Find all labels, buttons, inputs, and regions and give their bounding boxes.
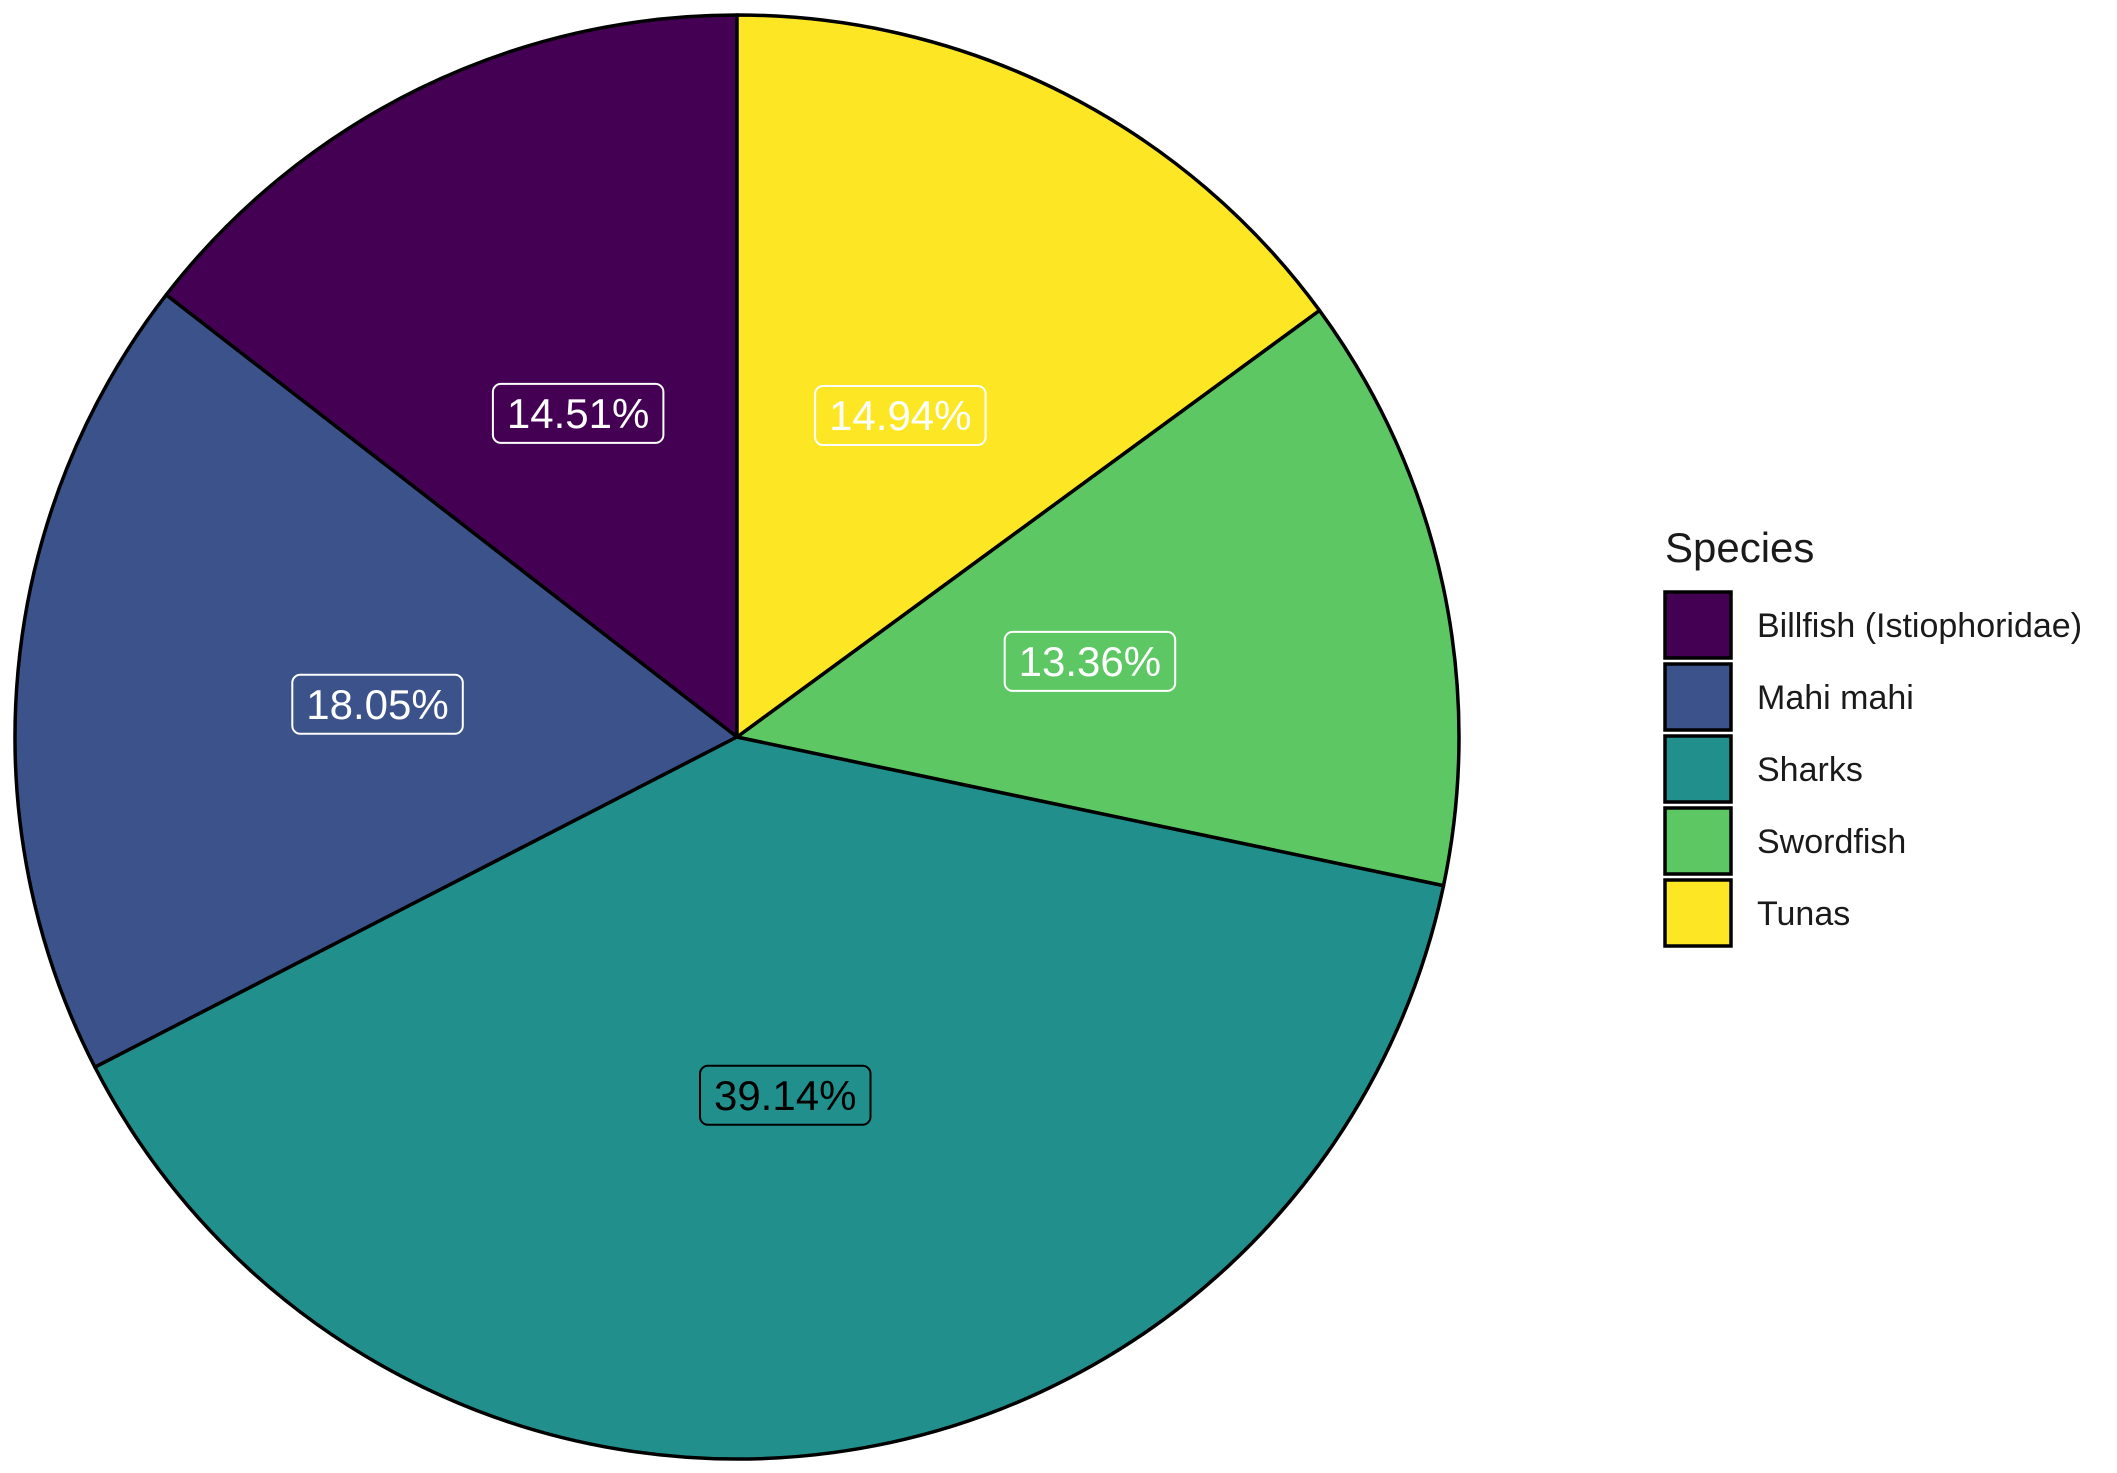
pie-slice-tunas [735,13,1322,739]
legend-item-tunas: Tunas [1663,878,1850,948]
slice-label-text: 14.51% [507,390,649,437]
slice-label-text: 18.05% [306,681,448,728]
legend-item-sharks: Sharks [1663,734,1863,804]
pie-slice-billfish-istiophoridae [164,13,739,739]
slice-label-box [699,1064,872,1126]
slice-label-text: 13.36% [1019,638,1161,685]
legend-items: Billfish (Istiophoridae) Mahi mahi Sharks S… [1663,590,2082,948]
legend-swatch [1663,878,1733,948]
slice-label-swordfish: 13.36% [1003,630,1177,692]
legend-label: Swordfish [1757,823,1906,861]
legend-swatch [1663,734,1733,804]
legend-label: Billfish (Istiophoridae) [1757,607,2082,645]
slice-label-billfish-istiophoridae: 14.51% [491,382,665,444]
pie-slices [13,13,1461,1461]
legend: Species Billfish (Istiophoridae) Mahi mah… [1663,524,2082,948]
slice-label-tunas: 14.94% [814,385,987,446]
legend-item-mahi-mahi: Mahi mahi [1663,662,1914,732]
slice-labels: 14.51% 18.05% 39.14% 13.36% 14.94% [291,382,1177,1126]
legend-swatch [1663,806,1733,876]
slice-label-sharks: 39.14% [699,1064,872,1126]
slice-label-box [1003,630,1177,692]
slice-label-text: 14.94% [829,392,971,439]
legend-label: Tunas [1757,895,1850,933]
legend-title: Species [1665,524,1814,571]
slice-label-box [814,385,987,446]
pie-slice-swordfish [735,308,1461,888]
slice-label-mahi-mahi: 18.05% [291,673,464,735]
slice-label-text: 39.14% [714,1072,856,1119]
legend-label: Sharks [1757,751,1863,789]
slice-label-box [291,673,464,735]
legend-swatch [1663,590,1733,660]
legend-label: Mahi mahi [1757,679,1914,717]
slice-label-box [491,382,665,444]
legend-item-billfish-istiophoridae: Billfish (Istiophoridae) [1663,590,2082,660]
legend-item-swordfish: Swordfish [1663,806,1906,876]
legend-swatch [1663,662,1733,732]
